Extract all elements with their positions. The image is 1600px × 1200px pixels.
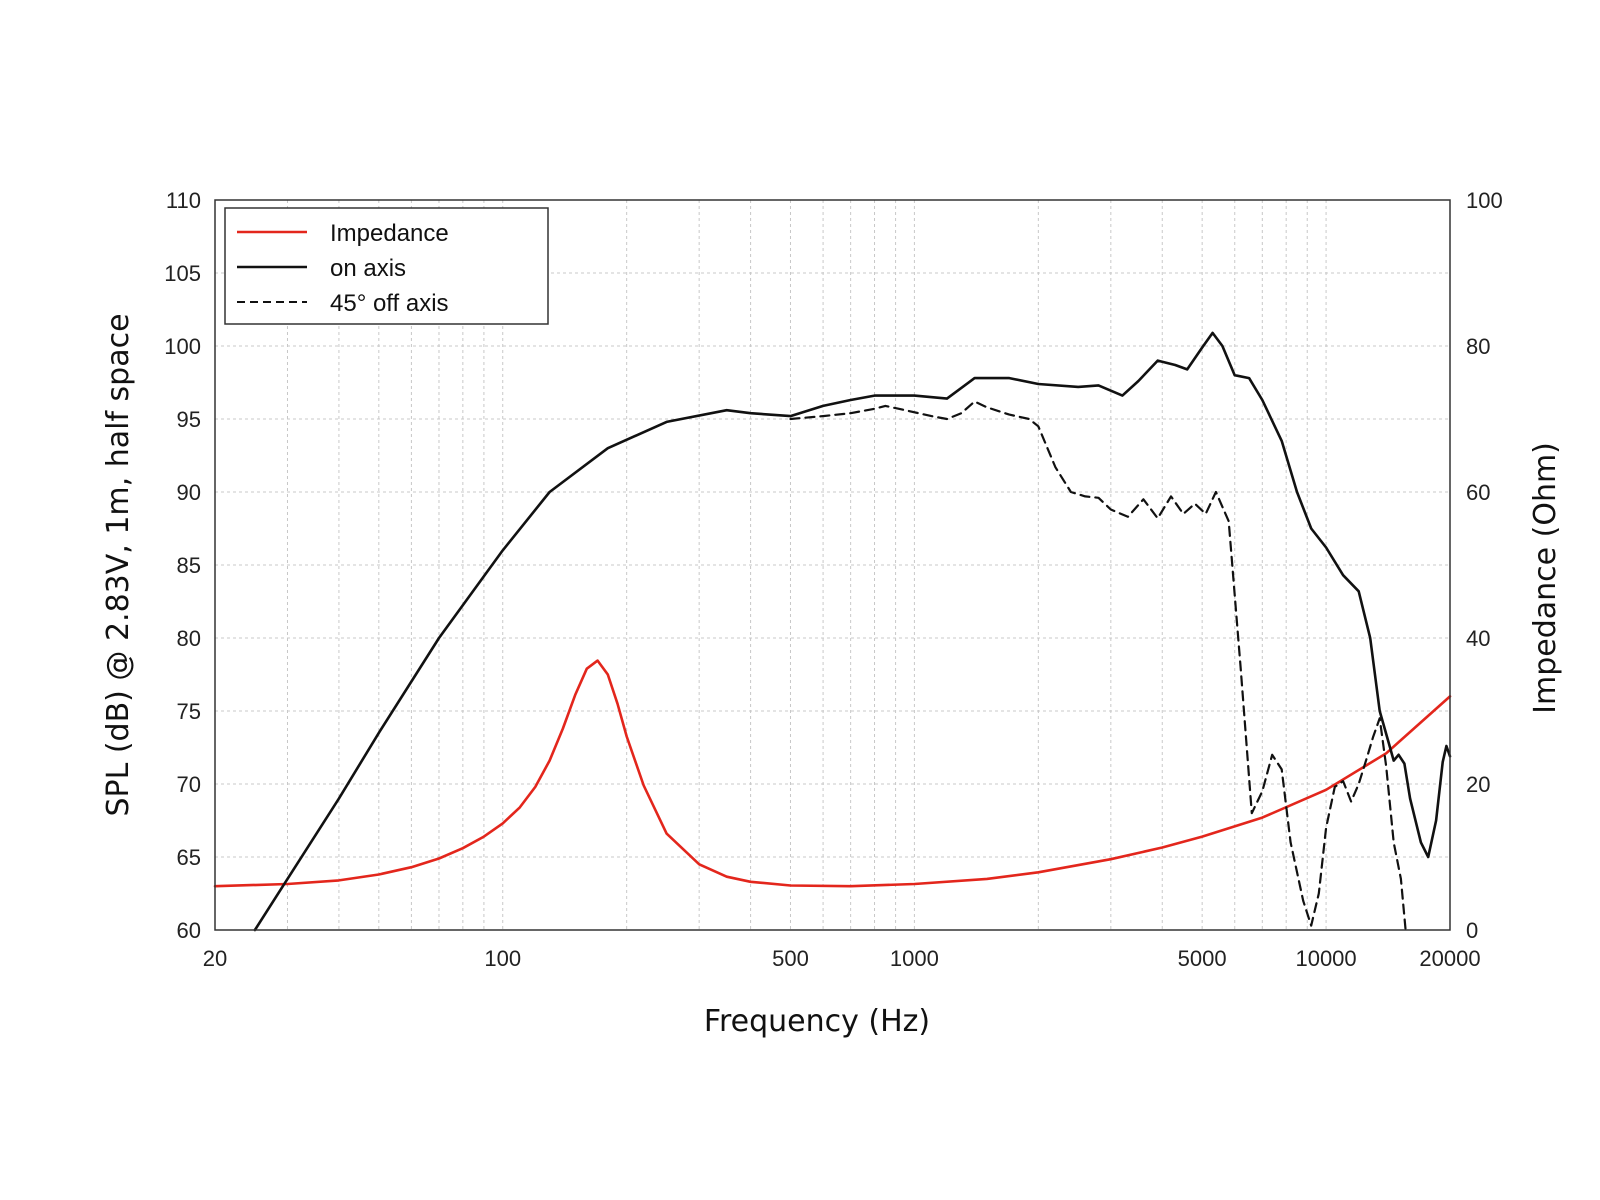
y-tick-label: 100 — [164, 334, 201, 359]
y2-tick-label: 60 — [1466, 480, 1490, 505]
y-tick-label: 65 — [177, 845, 201, 870]
legend-label-on-axis: on axis — [330, 255, 406, 282]
x-tick-label: 1000 — [890, 946, 939, 971]
x-tick-label: 10000 — [1295, 946, 1356, 971]
series-layer — [213, 331, 1452, 932]
legend: Impedance on axis 45° off axis — [224, 207, 549, 325]
y2-tick-label: 100 — [1466, 188, 1503, 213]
y2-tick-label: 0 — [1466, 918, 1478, 943]
y-tick-label: 75 — [177, 699, 201, 724]
series-line-impedance — [213, 659, 1452, 888]
x-tick-label: 20000 — [1419, 946, 1480, 971]
x-tick-label: 20 — [203, 946, 227, 971]
y2-tick-label: 20 — [1466, 772, 1490, 797]
plot-frame — [214, 199, 1451, 931]
y2-tick-label: 40 — [1466, 626, 1490, 651]
x-tick-label: 5000 — [1178, 946, 1227, 971]
x-tick-label: 100 — [484, 946, 521, 971]
y-axis-title: SPL (dB) @ 2.83V, 1m, half space — [101, 313, 136, 816]
x-axis-title: Frequency (Hz) — [704, 1004, 930, 1039]
y-tick-label: 60 — [177, 918, 201, 943]
y-tick-label: 80 — [177, 626, 201, 651]
series-line-on-axis — [253, 331, 1452, 932]
x-tick-label: 500 — [772, 946, 809, 971]
y-tick-label: 95 — [177, 407, 201, 432]
y-tick-label: 70 — [177, 772, 201, 797]
y2-axis-title: Impedance (Ohm) — [1528, 442, 1563, 714]
series-line-45-off-axis — [789, 400, 1407, 932]
y2-tick-label: 80 — [1466, 334, 1490, 359]
legend-label-impedance: Impedance — [330, 220, 449, 247]
y-tick-label: 105 — [164, 261, 201, 286]
y-tick-label: 90 — [177, 480, 201, 505]
y-tick-label: 110 — [166, 188, 201, 213]
legend-label-off-axis: 45° off axis — [330, 290, 449, 317]
tick-labels: 20 100 500 1000 5000 10000 2000060657075808590… — [164, 188, 1502, 971]
y-tick-label: 85 — [177, 553, 201, 578]
